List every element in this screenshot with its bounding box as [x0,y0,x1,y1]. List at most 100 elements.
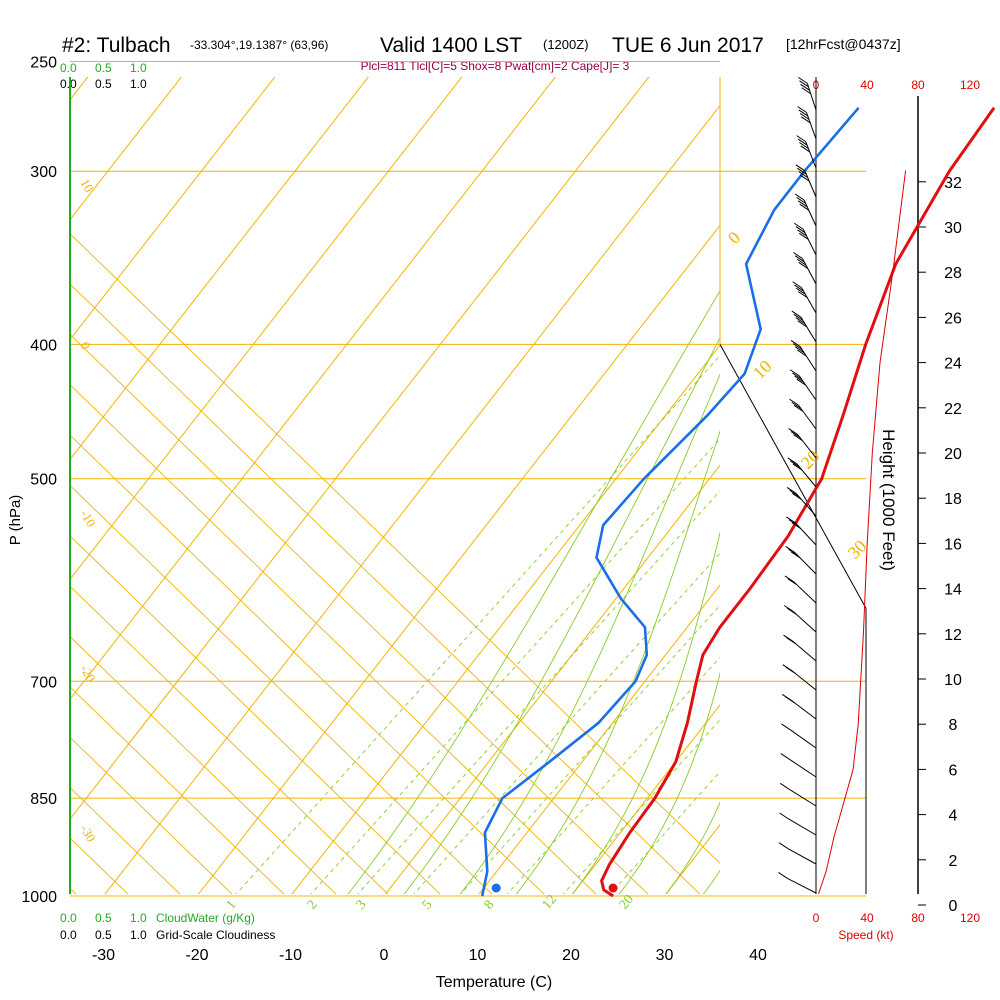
speed-tick-bottom-2: 80 [911,911,925,925]
moist-adiabat-line [459,373,720,894]
mixing-ratio-line [357,490,720,894]
wind-barb [789,369,817,401]
wind-panel [778,76,907,894]
isotherm-label: 0 [724,227,745,248]
speed-tick-bottom-3: 120 [960,911,980,925]
wind-barb [793,252,817,285]
wind-barb-staff [798,404,817,430]
wind-barb [779,812,817,836]
isotherm-label: -30 [77,822,99,845]
wind-barb-flag [792,372,802,380]
x-tick-label: 30 [656,947,674,964]
speed-axis-label: Speed (kt) [838,928,893,942]
wind-barb-flag [791,522,802,530]
axis-ticks: -30 -20 -10 0 10 20 30 402503004005007008501000… [21,54,962,964]
wind-barb [796,135,817,169]
height-tick-label: 28 [944,265,962,282]
wind-barb [789,398,817,430]
wind-barb-flag [799,203,809,211]
dry-adiabat-line [70,233,720,864]
stability-indices: Plcl=811 Tlcl[C]=5 Shox=8 Pwat[cm]=2 Cap… [361,59,630,73]
wind-barb-flag [789,369,800,377]
cloudiness-tick-top-0: 0.0 [60,77,77,91]
wind-barb-flag [795,164,806,172]
wind-barb-staff [794,552,817,575]
wind-barb-flag [797,167,807,175]
moist-adiabat-line [347,289,720,894]
speed-tick-top-3: 120 [960,78,980,92]
dry-adiabat-line [70,535,441,894]
height-tick-label: 18 [944,491,962,508]
isotherm-line [735,37,1000,925]
pressure-tick-label: 400 [30,337,57,354]
wind-barb-flag [788,548,798,556]
wind-barb [797,106,817,140]
wind-barb-staff [803,199,817,227]
wind-barb-flag [790,339,801,347]
surface-dewpoint-point [491,883,501,893]
wind-barb-flag [793,434,803,442]
cloudiness-tick-bottom-0: 0.0 [60,928,77,942]
wind-barb-staff [806,83,817,111]
wind-barb-flag [797,229,807,237]
wind-barb [790,339,817,372]
height-tick-label: 26 [944,310,962,327]
cloudwater-label: CloudWater (g/Kg) [156,911,255,925]
wind-barb-staff [805,141,817,169]
wind-barb-staff [801,258,817,285]
wind-barb-staff [792,611,817,633]
wind-speed-line [818,170,907,894]
wind-barb-staff [788,788,817,807]
height-tick-label: 10 [944,672,962,689]
mixing-ratio-label: 20 [617,892,637,912]
wind-barb-flag [794,193,805,201]
wind-barb-flag [785,666,796,674]
wind-barb-flag [786,487,797,494]
wind-barb-flag [788,428,798,435]
wind-barb-flag [793,222,804,230]
wind-barb-staff [791,670,817,691]
wind-barb-staff [798,375,817,401]
isotherm-line [70,77,556,701]
cloudiness-tick-bottom-1: 0.5 [95,928,112,942]
isotherm-line [0,37,26,925]
pressure-tick-label: 850 [30,791,57,808]
station-location: -33.304°,19.1387° (63,96) [190,38,328,52]
wind-barb [785,545,817,575]
wind-barb-flag [792,492,802,500]
wind-barb-staff [797,434,817,459]
wind-barb-staff [802,229,817,256]
wind-barb [788,428,817,459]
wind-barb-flag [796,258,807,266]
wind-barb-flag [793,252,803,259]
wind-barb [787,457,817,488]
wind-barb-flag [795,317,806,324]
plot-frame [69,60,919,897]
wind-barb-flag [800,116,811,124]
wind-barb [798,76,817,111]
pressure-tick-label: 250 [30,54,57,71]
mixing-ratio-label: 8 [482,898,498,913]
utc-time: (1200Z) [543,37,589,52]
mixing-ratio-line [609,771,720,894]
valid-time: Valid 1400 LST [380,34,522,57]
pressure-tick-label: 700 [30,674,57,691]
isotherm-line [571,704,720,894]
height-tick-label: 16 [944,536,962,553]
mixing-ratio-label: 12 [540,892,560,912]
wind-barb-flag [798,262,809,269]
moist-adiabat-line [618,671,720,894]
wind-barb-flag [798,171,809,179]
isotherm-label: 0 [77,339,93,352]
height-tick-label: 4 [949,808,958,825]
height-tick-label: 12 [944,627,962,644]
wind-barb-flag [796,349,807,357]
wind-barb-flag [786,516,796,524]
dry-adiabat-line [70,736,233,894]
wind-barb [778,872,817,894]
wind-barb-flag [780,753,791,761]
moist-adiabat-line [571,531,720,894]
y-axis-title: P (hPa) [7,495,24,546]
cloudwater-tick-bottom-0: 0.0 [60,911,77,925]
